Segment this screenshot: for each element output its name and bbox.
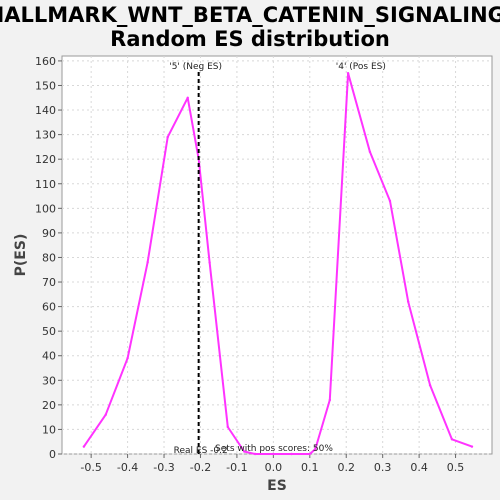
plot-area <box>61 55 493 455</box>
y-tick-label: 60 <box>42 301 56 314</box>
y-tick-label: 20 <box>42 399 56 412</box>
chart-title-line2: Random ES distribution <box>110 27 390 51</box>
series-point <box>186 96 189 99</box>
y-axis: 0 10 20 30 40 50 60 70 80 90 100 110 120 130 140 150 160 <box>35 55 62 461</box>
series-point <box>314 447 317 451</box>
series-point <box>388 199 392 203</box>
y-tick-label: 40 <box>42 350 56 363</box>
series-point <box>346 71 350 75</box>
x-tick-label: -0.1 <box>226 461 247 474</box>
series-point <box>226 425 230 429</box>
pos-es-label: '4' (Pos ES) <box>336 62 386 72</box>
y-axis-title: P(ES) <box>13 234 29 277</box>
x-axis: -0.5 -0.4 -0.3 -0.2 -0.1 0.0 0.1 0.2 0.3 0.4 0.5 <box>80 454 464 474</box>
series-point <box>368 150 372 154</box>
grid-layer <box>62 56 492 455</box>
series-point <box>428 384 432 387</box>
series-point <box>82 445 86 448</box>
y-tick-label: 130 <box>35 129 56 142</box>
neg-es-label: '5' (Neg ES) <box>169 62 222 72</box>
x-tick-label: -0.3 <box>153 461 174 474</box>
series-point <box>104 413 107 416</box>
y-tick-label: 140 <box>35 104 56 117</box>
series-point <box>308 452 311 456</box>
series-point <box>272 452 275 456</box>
y-tick-label: 30 <box>42 374 56 387</box>
x-tick-label: -0.4 <box>117 461 138 474</box>
series-point <box>126 356 129 360</box>
series-point <box>450 438 454 441</box>
y-tick-label: 120 <box>35 153 56 166</box>
x-tick-label: 0.0 <box>265 461 283 474</box>
y-tick-label: 80 <box>42 251 56 264</box>
series-point <box>406 300 410 303</box>
y-tick-label: 0 <box>49 448 56 461</box>
y-tick-label: 100 <box>35 202 56 215</box>
series-point <box>243 450 246 453</box>
x-tick-label: -0.2 <box>190 461 211 474</box>
series-point <box>166 135 169 139</box>
chart-title-line1: HALLMARK_WNT_BETA_CATENIN_SIGNALING: <box>0 3 500 27</box>
y-tick-label: 90 <box>42 227 56 240</box>
series-point <box>290 452 293 456</box>
x-tick-label: 0.5 <box>447 461 465 474</box>
x-tick-label: 0.4 <box>410 461 428 474</box>
series-layer <box>82 71 474 456</box>
x-tick-label: 0.2 <box>337 461 355 474</box>
series-point <box>328 398 332 402</box>
y-tick-label: 70 <box>42 276 56 289</box>
y-tick-label: 150 <box>35 79 56 92</box>
real-es-label: Real ES -0.2 <box>174 446 228 456</box>
x-tick-label: 0.1 <box>301 461 319 474</box>
pos-scores-label: Sets with pos scores: 50% <box>215 444 333 454</box>
y-tick-label: 10 <box>42 423 56 436</box>
x-tick-label: 0.3 <box>374 461 392 474</box>
y-tick-label: 50 <box>42 325 56 338</box>
series-point <box>253 452 257 456</box>
y-tick-label: 110 <box>35 178 56 191</box>
series-point <box>208 261 211 264</box>
y-tick-label: 160 <box>35 55 56 68</box>
series-point <box>146 261 149 264</box>
series-point <box>470 445 474 448</box>
x-tick-label: -0.5 <box>80 461 101 474</box>
x-axis-title: ES <box>267 478 287 494</box>
